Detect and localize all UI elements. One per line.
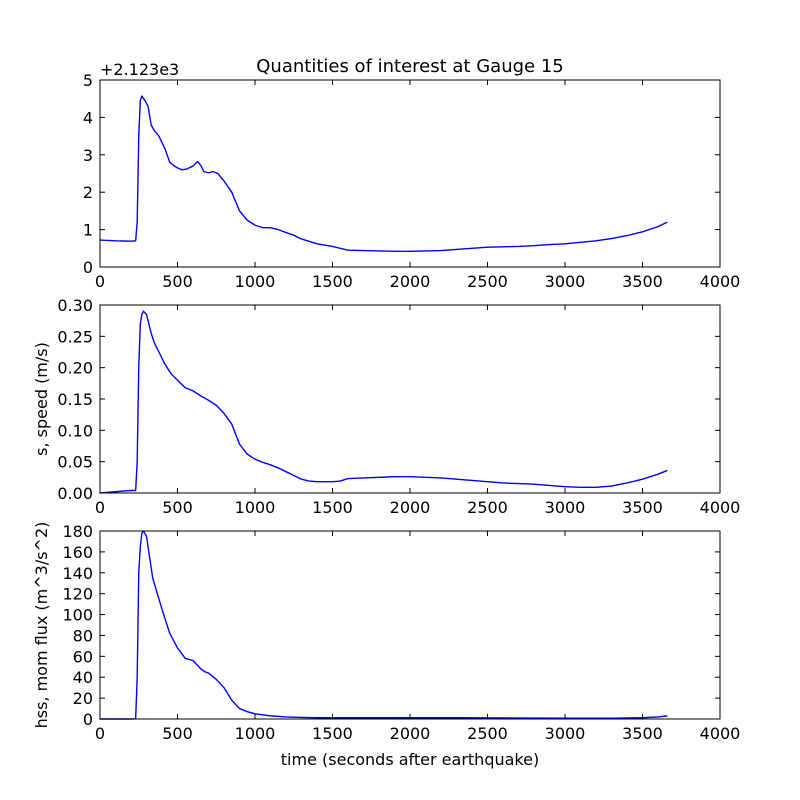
y-tick-label: 3: [83, 146, 93, 165]
y-tick-label: 0.00: [57, 484, 93, 503]
figure-title: Quantities of interest at Gauge 15: [256, 56, 563, 77]
x-tick-label: 500: [162, 724, 193, 743]
x-tick-label: 0: [95, 498, 105, 517]
series-line: [100, 530, 668, 720]
y-tick-label: 40: [73, 668, 93, 687]
x-tick-label: 2000: [390, 724, 431, 743]
x-tick-label: 0: [95, 724, 105, 743]
x-tick-label: 3000: [545, 724, 586, 743]
y-tick-label: 0.30: [57, 296, 93, 315]
x-tick-label: 2500: [467, 498, 508, 517]
x-tick-label: 0: [95, 272, 105, 291]
gauge-panel: 0 500 1000 1500 2000 2500 3000 3500 4000 0 1 2 3 4 5 +2…: [83, 60, 741, 291]
y-offset-label: +2.123e3: [100, 60, 179, 79]
y-tick-label: 140: [62, 564, 93, 583]
x-tick-label: 3000: [545, 498, 586, 517]
y-tick-label: 1: [83, 221, 93, 240]
x-tick-label: 3500: [622, 272, 663, 291]
x-tick-label: 500: [162, 498, 193, 517]
y-tick-label: 100: [62, 606, 93, 625]
series-line: [99, 95, 668, 252]
speed-panel: 0 500 1000 1500 2000 2500 3000 3500 4000 0.00 0.05…: [32, 296, 740, 517]
y-tick-label: 20: [73, 689, 93, 708]
y-tick-label: 0: [83, 710, 93, 729]
y-tick-label: 60: [73, 647, 93, 666]
y-tick-label: 180: [62, 522, 93, 541]
x-tick-label: 1000: [235, 724, 276, 743]
y-tick-label: 0.25: [57, 327, 93, 346]
y-tick-label: 4: [83, 108, 93, 127]
x-tick-label: 3000: [545, 272, 586, 291]
x-tick-label: 2500: [467, 724, 508, 743]
y-tick-label: 160: [62, 543, 93, 562]
y-tick-label: 0.05: [57, 453, 93, 472]
x-tick-label: 2000: [390, 498, 431, 517]
y-tick-label: 80: [73, 626, 93, 645]
x-tick-label: 3500: [622, 724, 663, 743]
y-tick-label: 0.10: [57, 421, 93, 440]
y-tick-label: 0.15: [57, 390, 93, 409]
x-tick-label: 500: [162, 272, 193, 291]
x-tick-label: 1000: [235, 272, 276, 291]
y-tick-label: 2: [83, 183, 93, 202]
x-tick-label: 3500: [622, 498, 663, 517]
y-tick-label: 5: [83, 71, 93, 90]
x-axis-label: time (seconds after earthquake): [281, 750, 539, 769]
y-axis-label: s, speed (m/s): [32, 342, 51, 456]
momflux-panel: 0 500 1000 1500 2000 2500 3000 3500 400002040608…: [32, 522, 740, 769]
x-tick-label: 2000: [390, 272, 431, 291]
x-tick-label: 4000: [700, 724, 741, 743]
y-tick-label: 0: [83, 258, 93, 277]
x-tick-label: 1500: [312, 498, 353, 517]
x-tick-label: 4000: [700, 498, 741, 517]
x-tick-label: 1500: [312, 724, 353, 743]
x-tick-label: 1500: [312, 272, 353, 291]
x-tick-label: 1000: [235, 498, 276, 517]
y-tick-label: 0.20: [57, 359, 93, 378]
x-tick-label: 2500: [467, 272, 508, 291]
x-tick-label: 4000: [700, 272, 741, 291]
y-tick-label: 120: [62, 585, 93, 604]
series-line: [99, 310, 668, 494]
y-axis-label: hss, mom flux (m^3/s^2): [32, 522, 51, 729]
